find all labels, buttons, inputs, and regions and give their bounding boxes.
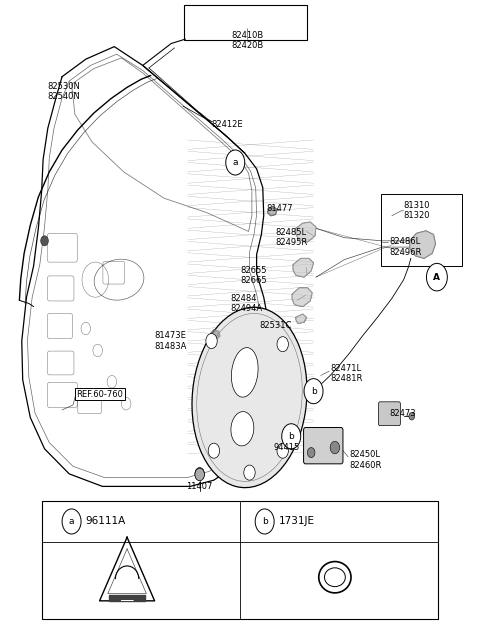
Text: 96111A: 96111A: [86, 516, 126, 526]
Text: 82655
82665: 82655 82665: [240, 265, 266, 285]
Circle shape: [282, 423, 301, 449]
Ellipse shape: [231, 348, 258, 397]
Ellipse shape: [231, 411, 254, 446]
Ellipse shape: [324, 568, 345, 586]
Text: a: a: [232, 158, 238, 167]
Text: 82473: 82473: [389, 409, 416, 418]
Text: REF.60-760: REF.60-760: [76, 390, 123, 399]
Circle shape: [62, 509, 81, 534]
Circle shape: [226, 150, 245, 175]
Text: 82485L
82495R: 82485L 82495R: [276, 228, 308, 247]
Circle shape: [330, 441, 340, 454]
Text: 82412E: 82412E: [212, 121, 243, 130]
Text: 82531C: 82531C: [259, 321, 291, 330]
Text: 81473E
81483A: 81473E 81483A: [155, 331, 187, 351]
Circle shape: [277, 443, 288, 458]
Text: 82471L
82481R: 82471L 82481R: [330, 364, 362, 384]
Polygon shape: [267, 207, 277, 216]
Polygon shape: [296, 222, 316, 242]
Circle shape: [195, 468, 204, 481]
Text: b: b: [288, 432, 294, 441]
Polygon shape: [292, 288, 312, 307]
Text: 11407: 11407: [187, 482, 213, 491]
Text: ▂▂▂▂: ▂▂▂▂: [121, 595, 133, 600]
Polygon shape: [296, 314, 306, 324]
Text: 82484
82494A: 82484 82494A: [230, 294, 263, 313]
Polygon shape: [211, 330, 220, 340]
Circle shape: [208, 443, 219, 458]
Circle shape: [426, 264, 447, 291]
Text: 94415: 94415: [273, 443, 300, 452]
Circle shape: [41, 236, 48, 246]
FancyBboxPatch shape: [42, 501, 438, 619]
Text: a: a: [69, 517, 74, 526]
Text: 81310
81320: 81310 81320: [404, 201, 430, 221]
Text: 81477: 81477: [266, 204, 293, 213]
Text: 1731JE: 1731JE: [279, 516, 315, 526]
Circle shape: [206, 334, 217, 349]
Circle shape: [195, 468, 204, 480]
Circle shape: [409, 413, 415, 420]
Text: 82450L
82460R: 82450L 82460R: [349, 451, 382, 470]
Circle shape: [255, 509, 274, 534]
Text: A: A: [433, 272, 440, 282]
Text: 82530N
82540N: 82530N 82540N: [48, 82, 81, 101]
Circle shape: [304, 379, 323, 404]
Polygon shape: [293, 258, 313, 277]
Polygon shape: [410, 231, 435, 258]
FancyBboxPatch shape: [379, 402, 400, 425]
Ellipse shape: [192, 307, 307, 488]
Text: b: b: [262, 517, 267, 526]
Circle shape: [277, 337, 288, 351]
FancyBboxPatch shape: [303, 427, 343, 464]
Text: 82486L
82496R: 82486L 82496R: [389, 238, 422, 257]
Text: b: b: [311, 387, 316, 396]
Circle shape: [307, 447, 315, 458]
Circle shape: [244, 465, 255, 480]
Text: 82410B
82420B: 82410B 82420B: [231, 31, 263, 51]
